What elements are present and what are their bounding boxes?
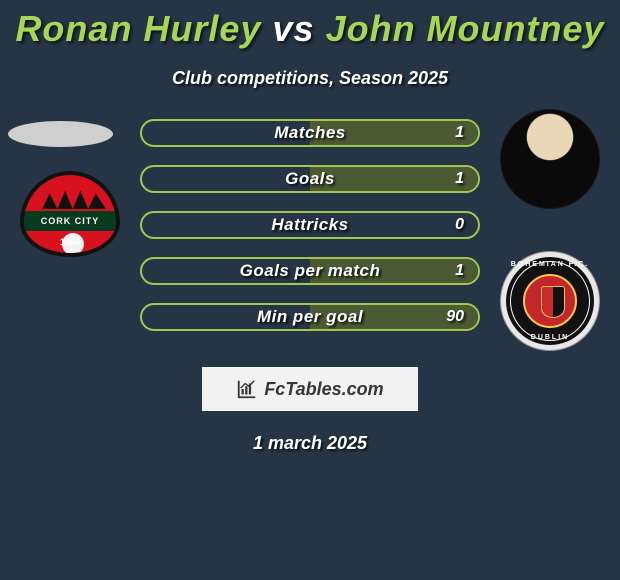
stat-label: Min per goal — [142, 305, 478, 329]
comparison-title: Ronan Hurley vs John Mountney — [0, 0, 620, 50]
club-arc-top: BOHEMIAN F.C. — [506, 261, 594, 268]
stat-value-right: 0 — [455, 213, 464, 237]
stat-bar: Goals per match1 — [140, 257, 480, 285]
player2-name: John Mountney — [326, 8, 605, 49]
ship-icon — [42, 183, 106, 209]
stat-label: Hattricks — [142, 213, 478, 237]
stat-bars: Matches1Goals1Hattricks0Goals per match1… — [140, 119, 480, 349]
stat-value-right: 1 — [455, 167, 464, 191]
bohemian-ring: BOHEMIAN F.C. DUBLIN — [506, 257, 594, 345]
comparison-arena: CORK CITY 1984 BOHEMIAN F.C. DUBLIN Matc… — [0, 113, 620, 373]
watermark: FcTables.com — [202, 367, 418, 411]
stat-label: Matches — [142, 121, 478, 145]
chart-icon — [236, 378, 258, 400]
stat-value-right: 1 — [455, 121, 464, 145]
stat-bar: Hattricks0 — [140, 211, 480, 239]
player1-name: Ronan Hurley — [15, 8, 261, 49]
club-arc-bottom: DUBLIN — [506, 334, 594, 341]
stat-bar: Goals1 — [140, 165, 480, 193]
footer-date: 1 march 2025 — [0, 433, 620, 454]
club-band: CORK CITY — [24, 211, 116, 231]
stat-bar: Matches1 — [140, 119, 480, 147]
stat-bar: Min per goal90 — [140, 303, 480, 331]
watermark-text: FcTables.com — [264, 379, 383, 400]
player2-club-badge: BOHEMIAN F.C. DUBLIN — [500, 251, 600, 351]
player1-photo — [8, 121, 113, 147]
cork-city-shield: CORK CITY 1984 — [20, 171, 120, 257]
subtitle: Club competitions, Season 2025 — [0, 68, 620, 89]
stat-value-right: 1 — [455, 259, 464, 283]
club-year: 1984 — [24, 237, 116, 247]
stat-label: Goals per match — [142, 259, 478, 283]
stat-label: Goals — [142, 167, 478, 191]
bohemian-crest — [523, 274, 577, 328]
player2-photo — [500, 109, 600, 209]
vs-label: vs — [273, 8, 315, 49]
stat-value-right: 90 — [446, 305, 464, 329]
player1-club-badge: CORK CITY 1984 — [20, 171, 120, 257]
